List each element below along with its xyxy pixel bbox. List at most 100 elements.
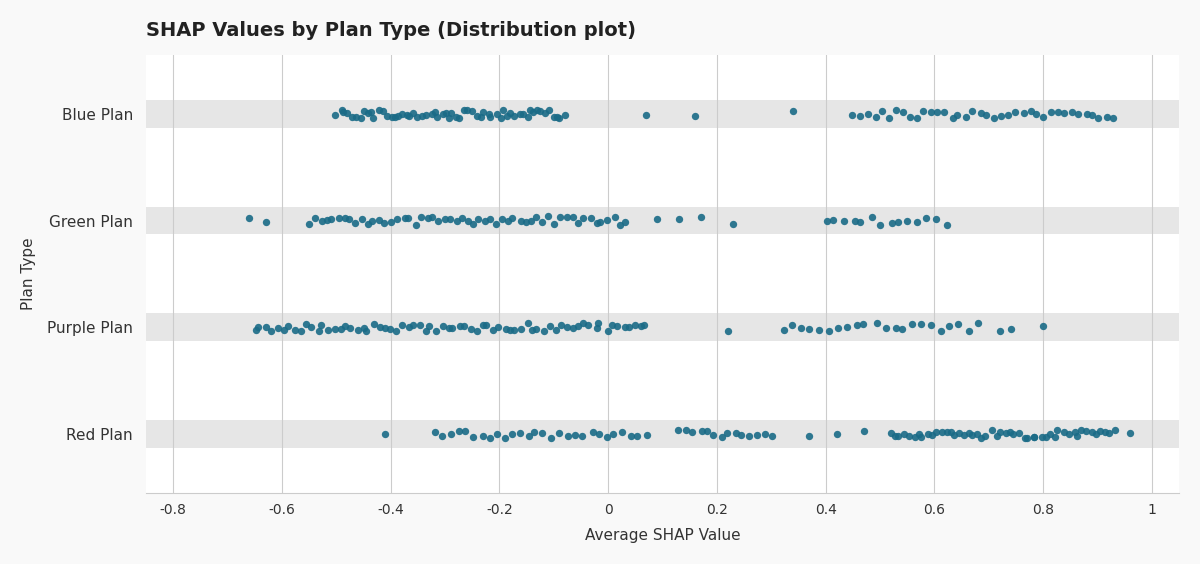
Point: [990, 428, 1009, 437]
Point: [988, 432, 1007, 441]
Point: [872, 107, 892, 116]
Point: [474, 432, 493, 441]
Point: [472, 113, 491, 122]
Point: [637, 111, 656, 120]
Point: [648, 215, 667, 224]
Point: [382, 112, 401, 121]
Point: [851, 217, 870, 226]
Point: [1062, 107, 1081, 116]
Point: [1105, 426, 1124, 435]
Point: [397, 110, 416, 119]
Point: [458, 105, 478, 114]
Point: [762, 431, 781, 440]
Point: [450, 426, 469, 435]
Point: [1104, 113, 1123, 122]
Point: [635, 320, 654, 329]
Point: [486, 219, 505, 228]
Point: [395, 213, 414, 222]
Point: [317, 216, 336, 225]
Point: [461, 325, 480, 334]
Point: [534, 327, 553, 336]
Point: [499, 216, 518, 225]
Point: [370, 215, 389, 224]
Point: [898, 216, 917, 225]
Point: [1082, 428, 1102, 437]
Point: [547, 112, 566, 121]
Point: [1100, 428, 1120, 437]
Point: [364, 319, 383, 328]
Point: [378, 112, 397, 121]
Point: [310, 327, 329, 336]
Point: [385, 112, 404, 121]
Point: [784, 107, 803, 116]
Point: [426, 327, 445, 336]
Point: [619, 322, 638, 331]
Point: [340, 214, 359, 223]
Point: [834, 217, 853, 226]
Point: [262, 327, 281, 336]
Point: [484, 326, 503, 335]
Point: [842, 111, 862, 120]
Point: [325, 325, 344, 334]
Point: [450, 321, 469, 331]
Point: [954, 431, 973, 440]
Point: [1040, 429, 1060, 438]
Point: [588, 219, 607, 228]
Point: [362, 217, 382, 226]
Point: [868, 319, 887, 328]
Point: [854, 426, 874, 435]
Point: [900, 112, 919, 121]
Point: [432, 431, 451, 440]
Point: [870, 220, 889, 229]
Point: [668, 426, 688, 435]
Point: [346, 112, 365, 121]
Point: [546, 325, 565, 334]
Point: [853, 320, 872, 329]
Point: [1021, 106, 1040, 115]
Point: [532, 218, 551, 227]
Point: [589, 430, 608, 439]
Point: [412, 213, 431, 222]
Point: [1054, 109, 1073, 118]
Point: [480, 215, 499, 224]
Point: [724, 219, 743, 228]
Point: [474, 320, 493, 329]
Point: [917, 214, 936, 223]
Point: [881, 429, 900, 438]
Point: [467, 327, 486, 336]
Point: [427, 112, 446, 121]
Point: [386, 327, 406, 336]
Point: [692, 426, 712, 435]
Bar: [146, 314, 1180, 341]
Point: [912, 319, 931, 328]
Point: [454, 321, 473, 330]
Point: [847, 321, 866, 330]
Point: [604, 429, 623, 438]
Point: [625, 321, 644, 330]
Point: [400, 111, 419, 120]
Point: [996, 428, 1015, 437]
Point: [582, 214, 601, 223]
Point: [359, 109, 378, 118]
Point: [598, 215, 617, 224]
Point: [907, 114, 926, 123]
Point: [931, 327, 950, 336]
Point: [403, 108, 422, 117]
Point: [539, 106, 558, 115]
Point: [960, 429, 979, 438]
Point: [319, 325, 338, 334]
Point: [398, 213, 418, 222]
Point: [353, 214, 372, 223]
Point: [416, 111, 436, 120]
Point: [670, 214, 689, 223]
Point: [748, 430, 767, 439]
Point: [407, 221, 426, 230]
Point: [836, 322, 856, 331]
Point: [392, 109, 412, 118]
Point: [476, 320, 496, 329]
Point: [454, 105, 473, 114]
Point: [448, 217, 467, 226]
Point: [845, 216, 864, 225]
Point: [256, 218, 275, 227]
Point: [622, 431, 641, 440]
